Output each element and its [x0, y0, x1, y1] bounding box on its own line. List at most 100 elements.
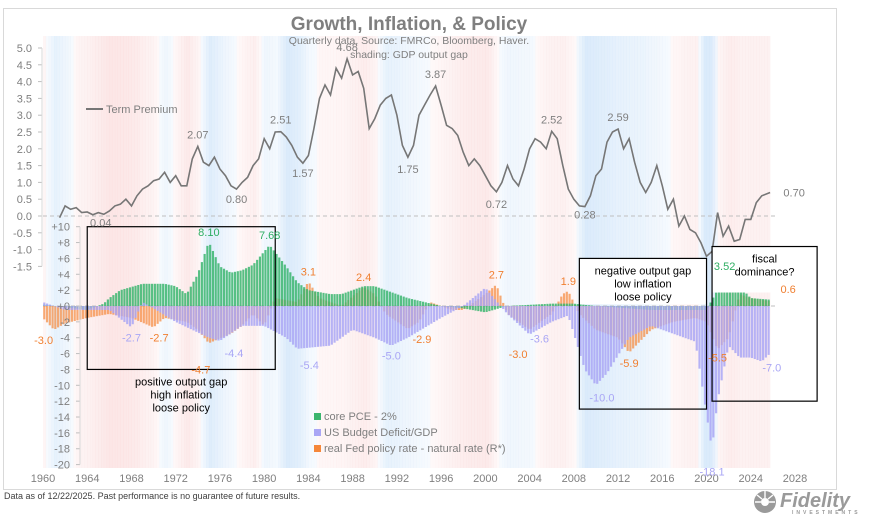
bar [104, 306, 107, 315]
bar [189, 306, 192, 330]
bar [463, 304, 466, 306]
bar [239, 306, 242, 327]
bar [734, 306, 737, 354]
bar [48, 304, 51, 306]
bar [236, 271, 239, 306]
shading-stripe [195, 36, 199, 468]
bar [68, 306, 71, 310]
bar [92, 306, 96, 317]
shading-stripe [667, 36, 671, 468]
legend-label-fed-rate: real Fed policy rate - natural rate (R*) [324, 443, 506, 455]
shading-stripe [532, 36, 536, 468]
bar [256, 259, 259, 306]
bar [433, 306, 436, 323]
bar [308, 290, 311, 306]
bar [322, 292, 325, 306]
bar [184, 306, 187, 327]
shading-stripe [529, 36, 533, 468]
bar [571, 306, 574, 329]
bar [571, 299, 574, 306]
bar [336, 306, 339, 341]
bar [148, 306, 151, 326]
term-premium-label: 0.28 [574, 210, 595, 222]
shading-stripe [626, 36, 630, 468]
shading-stripe [615, 36, 619, 468]
bar [256, 306, 259, 326]
top-y-tick: 2.0 [17, 144, 32, 156]
bar [601, 306, 604, 378]
bar [115, 306, 118, 316]
x-tick: 1976 [208, 473, 232, 485]
x-tick: 1996 [429, 473, 453, 485]
bar [709, 306, 712, 441]
bar [81, 306, 85, 319]
bar [272, 250, 275, 306]
bar [612, 306, 615, 363]
x-tick: 2012 [606, 473, 630, 485]
bar [723, 282, 726, 306]
bar [330, 306, 333, 345]
bar [366, 286, 369, 306]
bar [286, 306, 289, 340]
bar [153, 283, 156, 306]
shading-stripe [261, 36, 265, 468]
bar [195, 306, 198, 332]
bar [391, 292, 394, 306]
bar [402, 306, 405, 340]
bar [698, 306, 701, 369]
bar [645, 306, 649, 329]
bar [753, 306, 756, 360]
bottom-y-tick: -20 [54, 460, 70, 472]
annotation-box-text: negative output gap [595, 265, 692, 277]
bar [275, 253, 278, 306]
bar [239, 270, 242, 306]
shading-stripe [81, 36, 85, 468]
bar [651, 306, 654, 327]
bar [388, 306, 391, 345]
bar [737, 306, 740, 357]
bar [621, 306, 624, 349]
bar [529, 306, 532, 334]
bar [222, 268, 226, 306]
bar [300, 285, 303, 306]
bar [496, 302, 499, 306]
bar [341, 306, 344, 337]
bar [493, 285, 497, 306]
bar [491, 295, 494, 306]
bar [405, 297, 408, 306]
bar [745, 306, 748, 358]
shading-stripe [200, 36, 204, 468]
bottom-y-tick: -16 [54, 428, 70, 440]
shading-stripe [313, 36, 318, 468]
bar [352, 289, 356, 306]
shading-stripe [59, 36, 63, 468]
chart-subtitle-1: Quarterly data. Source: FMRCo, Bloomberg… [289, 35, 529, 47]
bar [737, 285, 740, 306]
shading-stripe [280, 36, 284, 468]
bar [104, 306, 107, 310]
top-y-tick: 4.5 [17, 60, 32, 72]
bottom-y-tick: +6 [57, 253, 70, 265]
shading-stripe [178, 36, 182, 468]
shading-stripe [449, 36, 453, 468]
shading-stripe [540, 36, 544, 468]
bar [233, 306, 237, 331]
legend-label-core-pce: core PCE - 2% [324, 411, 397, 423]
top-y-tick: 4.0 [17, 77, 32, 89]
bar [126, 306, 129, 325]
bar [684, 306, 687, 339]
bar [137, 306, 140, 321]
bar [493, 306, 497, 310]
bar [560, 303, 563, 306]
bar [496, 288, 499, 306]
shading-stripe [590, 36, 594, 468]
bar [750, 306, 754, 359]
shading-stripe [148, 36, 152, 468]
bar [656, 306, 660, 329]
bar [45, 303, 49, 306]
bar [609, 306, 613, 367]
bar [632, 306, 635, 336]
shading-stripe [51, 36, 55, 468]
bar [742, 290, 745, 306]
shading-stripe [244, 36, 248, 468]
